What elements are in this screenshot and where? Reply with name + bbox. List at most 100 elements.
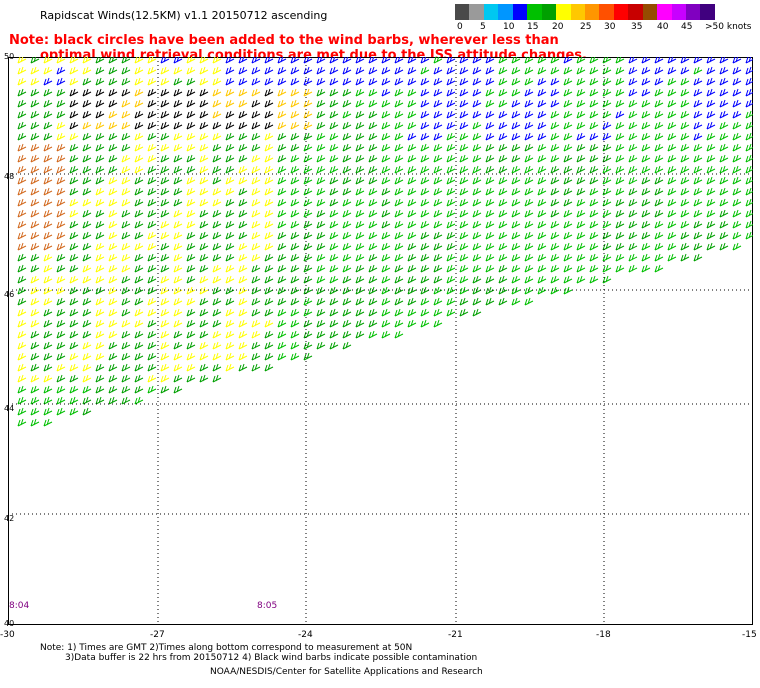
wind-barb [160,57,170,64]
wind-barb [82,286,92,295]
wind-barb [264,57,274,64]
wind-barb [589,77,599,86]
wind-barb [693,231,703,240]
wind-barb [17,352,27,361]
wind-barb [238,165,248,174]
wind-barb [641,220,651,229]
wind-barb [121,176,131,185]
wind-barb [420,99,430,108]
wind-barb [56,198,66,207]
wind-barb [69,319,79,328]
wind-barb [589,57,599,64]
wind-speed-color-legend [455,4,715,20]
wind-barb [485,198,495,207]
legend-label: 25 [580,22,592,32]
wind-barb [316,308,326,317]
wind-barb [173,253,183,262]
wind-barb [615,66,625,75]
wind-barb [693,57,703,64]
wind-barb [524,187,534,196]
wind-barb [56,308,66,317]
wind-barb [485,242,495,251]
longitude-label: -27 [150,630,165,640]
wind-barb [407,253,417,262]
wind-barb [147,297,157,306]
wind-barb [485,253,495,262]
wind-barb [342,132,352,141]
wind-barb [82,253,92,262]
wind-barb [121,374,131,383]
wind-barb [290,209,300,218]
wind-barb [680,198,690,207]
wind-barb [108,363,118,372]
wind-barb [264,308,274,317]
wind-barb [56,319,66,328]
wind-barb [173,341,183,350]
wind-barb [290,77,300,86]
wind-barb [589,154,599,163]
wind-barb [95,275,105,284]
latitude-label: 50 [4,52,15,61]
wind-barb [459,132,469,141]
wind-barb [420,308,430,317]
wind-barb [368,88,378,97]
wind-barb [329,297,339,306]
legend-swatch [541,4,557,20]
wind-barb [160,110,170,119]
wind-barb [628,132,638,141]
wind-barb [43,297,53,306]
wind-barb [134,110,144,119]
wind-barb [511,264,521,273]
wind-barb [56,165,66,174]
wind-barb [17,88,27,97]
wind-barb [420,57,430,64]
wind-barb [69,176,79,185]
legend-label: >50 knots [705,22,752,32]
wind-barb [732,165,742,174]
wind-barb [524,110,534,119]
wind-barb [719,77,729,86]
wind-barb [537,110,547,119]
wind-barb [446,165,456,174]
wind-barb [550,121,560,130]
wind-barb [355,297,365,306]
wind-barb [173,198,183,207]
wind-barb [693,154,703,163]
wind-barb [160,220,170,229]
wind-barb [82,143,92,152]
wind-barb [732,99,742,108]
wind-barb [433,209,443,218]
map-frame [8,57,753,625]
wind-barb [30,374,40,383]
wind-barb [238,57,248,64]
wind-barb [212,57,222,64]
wind-barb [17,253,27,262]
wind-barb [290,110,300,119]
wind-barb [134,231,144,240]
wind-barb [316,264,326,273]
wind-barb [667,242,677,251]
wind-barb [303,341,313,350]
wind-barb [498,209,508,218]
legend-label: 0 [457,22,463,32]
wind-barb [641,110,651,119]
wind-barb [420,110,430,119]
wind-barb [121,341,131,350]
wind-barb [342,341,352,350]
wind-barb [563,220,573,229]
wind-barb [342,264,352,273]
wind-barb [446,176,456,185]
wind-barb [355,110,365,119]
legend-swatch [657,4,672,20]
wind-barb [264,110,274,119]
footer-credit: NOAA/NESDIS/Center for Satellite Applica… [210,667,483,677]
wind-barb [498,143,508,152]
wind-barb [56,242,66,251]
wind-barb [121,66,131,75]
wind-barb [147,352,157,361]
wind-barb [433,121,443,130]
wind-barb [121,154,131,163]
wind-barb [30,220,40,229]
wind-barb [30,209,40,218]
wind-barb [355,66,365,75]
